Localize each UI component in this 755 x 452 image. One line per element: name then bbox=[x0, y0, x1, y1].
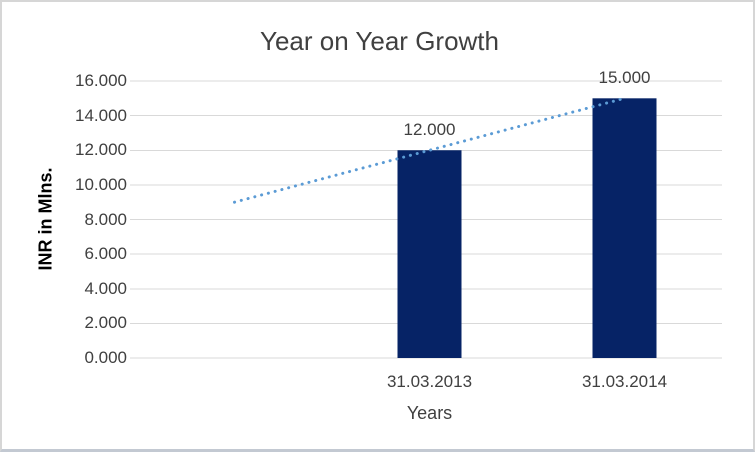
bar-data-label: 12.000 bbox=[403, 120, 456, 140]
chart-title: Year on Year Growth bbox=[260, 26, 499, 56]
y-tick-label: 2.000 bbox=[84, 313, 127, 333]
bar-data-label: 15.000 bbox=[598, 68, 651, 88]
y-tick-label: 6.000 bbox=[84, 244, 127, 264]
bar bbox=[397, 150, 462, 358]
x-axis-title: Years bbox=[406, 403, 453, 423]
x-tick-label: 31.03.2014 bbox=[581, 372, 668, 391]
x-tick-label: 31.03.2013 bbox=[386, 372, 473, 391]
y-tick-label: 4.000 bbox=[84, 278, 127, 298]
bar bbox=[592, 98, 657, 358]
y-tick-label: 8.000 bbox=[84, 209, 127, 229]
y-tick-label: 0.000 bbox=[84, 348, 127, 367]
trendline bbox=[233, 96, 626, 204]
y-tick-label: 10.000 bbox=[75, 174, 127, 194]
y-tick-label: 16.000 bbox=[75, 71, 127, 90]
y-tick-label: 12.000 bbox=[75, 140, 127, 160]
y-tick-label: 14.000 bbox=[75, 105, 127, 125]
